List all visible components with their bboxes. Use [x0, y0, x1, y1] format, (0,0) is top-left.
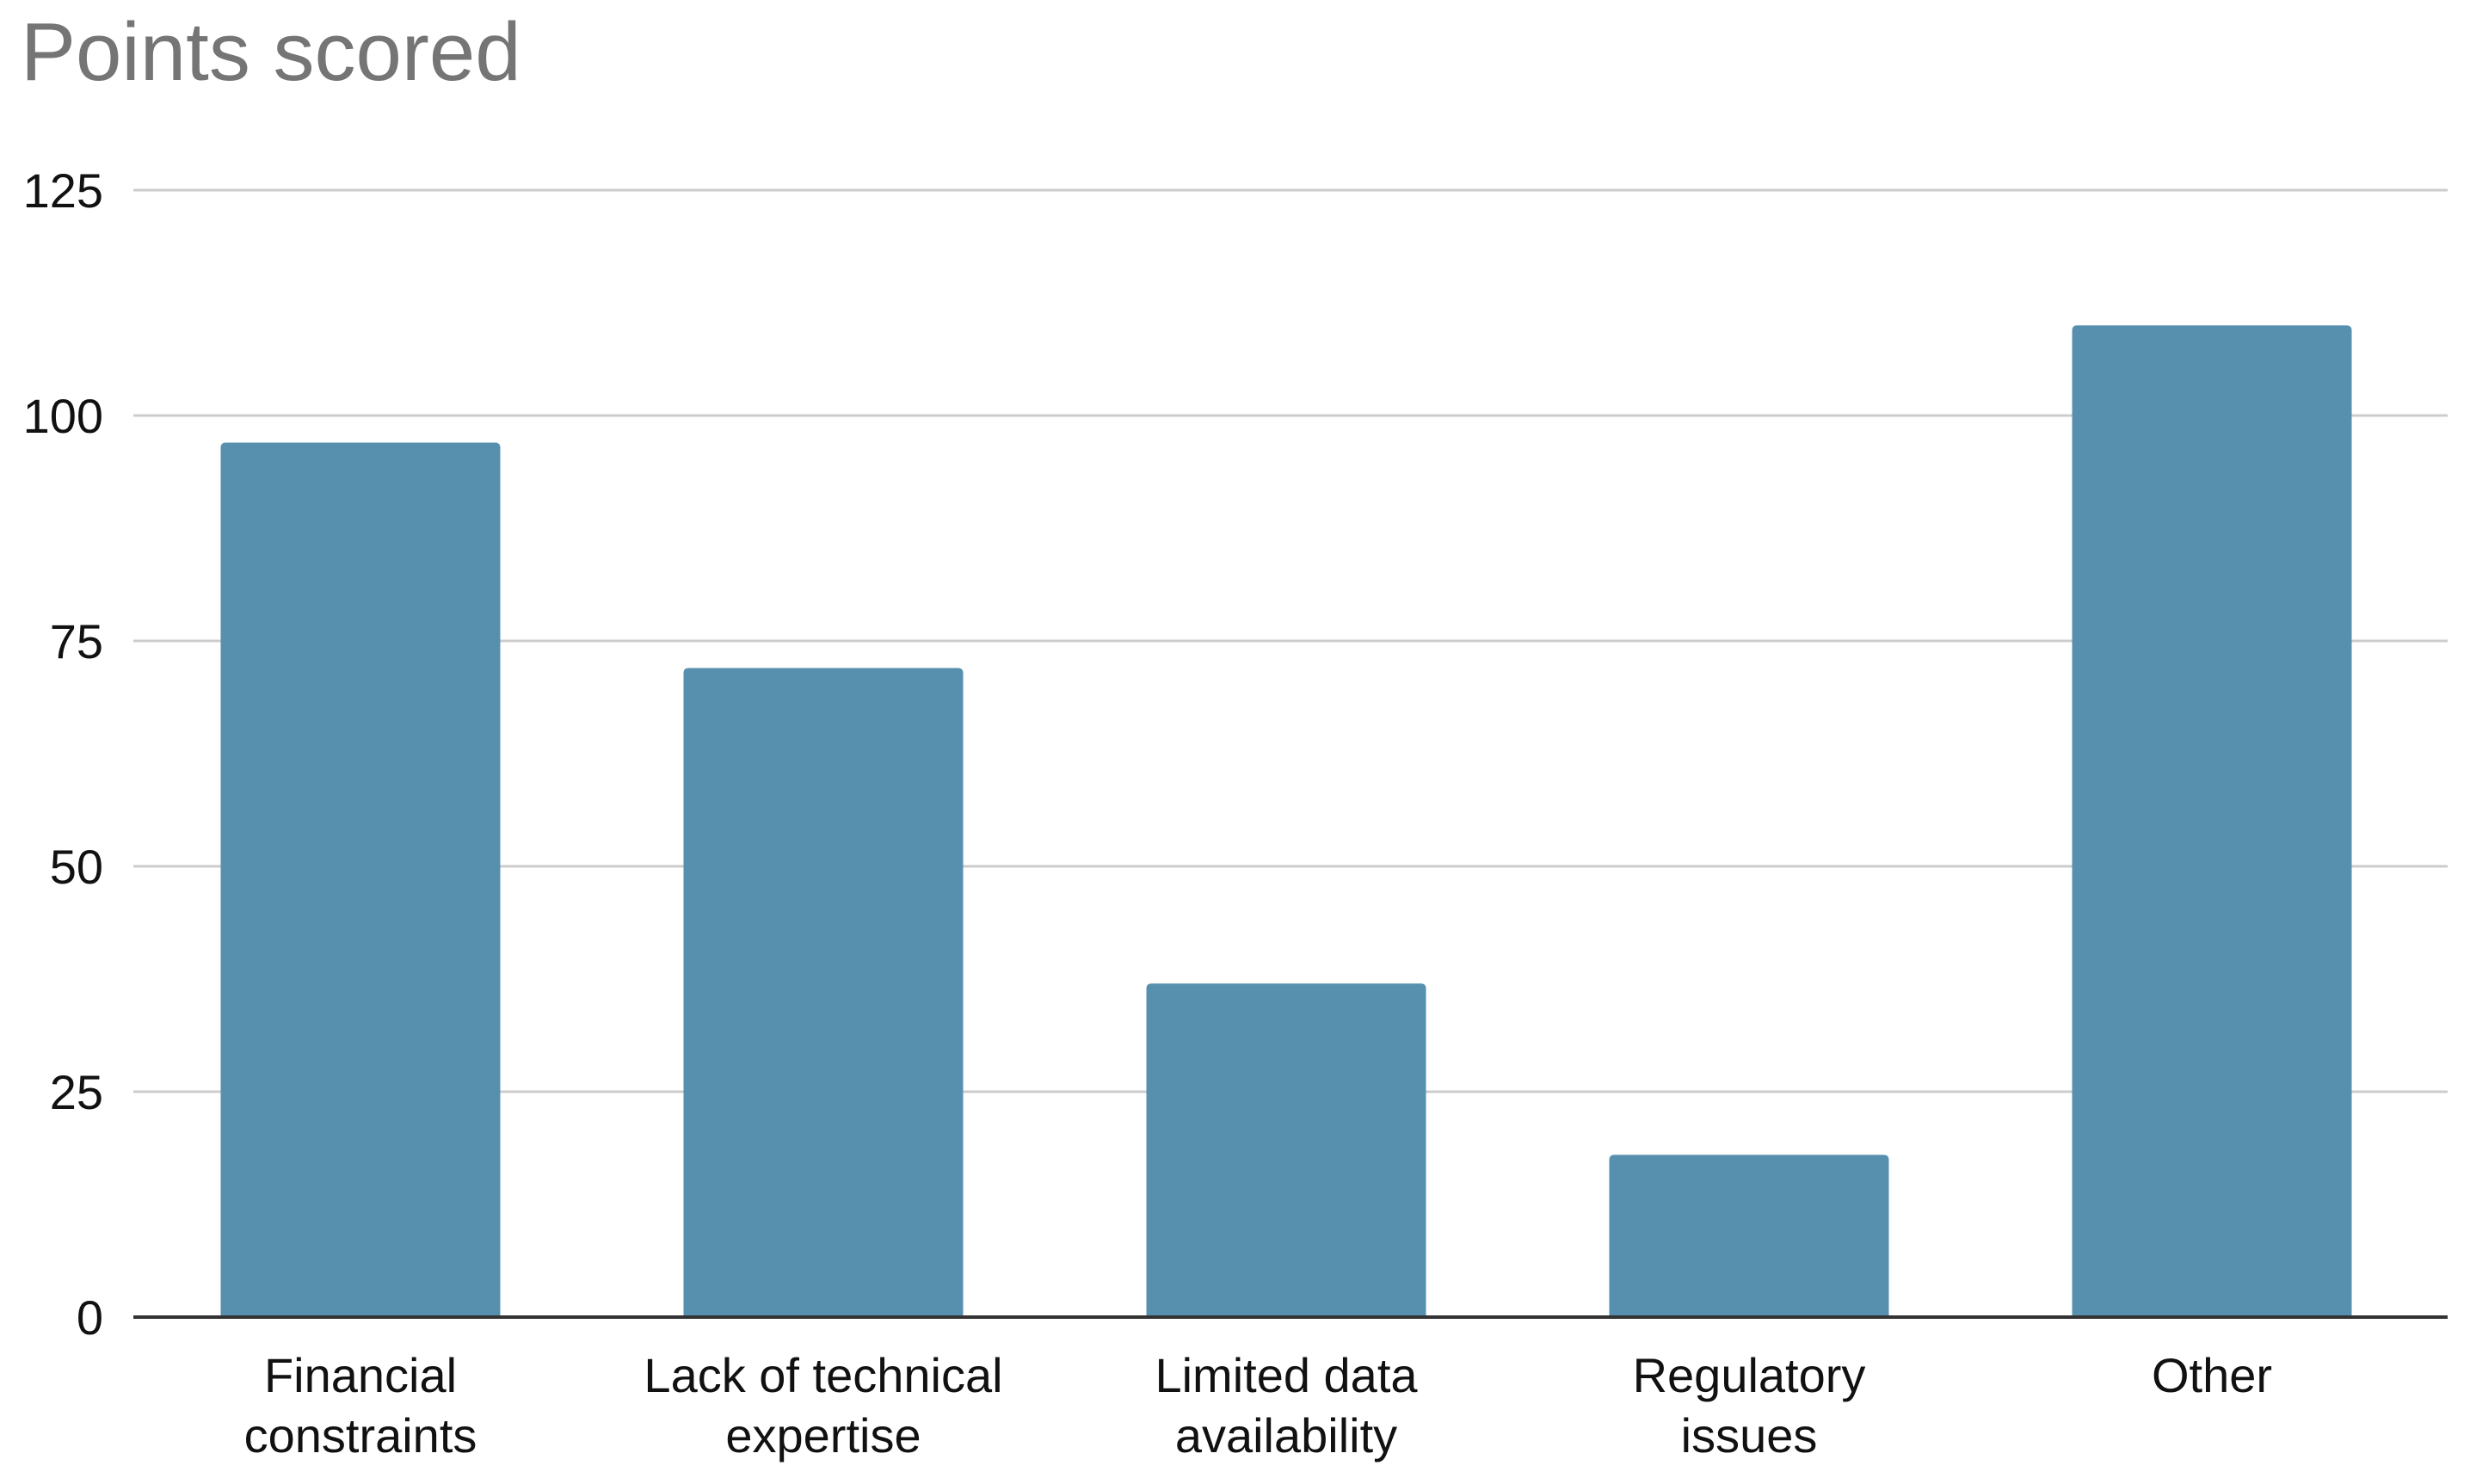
y-axis-tick-labels: 0 25 50 75 100 125 — [23, 163, 103, 1345]
gridlines — [133, 188, 2448, 1093]
x-category-label: Regulatory issues — [1633, 1348, 1866, 1462]
y-tick-label: 100 — [23, 389, 103, 443]
y-tick-label: 25 — [50, 1065, 103, 1119]
bars — [220, 325, 2352, 1318]
x-category-label: Lack of technical expertise — [644, 1348, 1002, 1462]
bar — [1146, 983, 1426, 1317]
x-category-label: Financial constraints — [244, 1348, 477, 1462]
bar — [2072, 325, 2352, 1318]
y-tick-label: 125 — [23, 163, 103, 218]
bar — [683, 668, 964, 1317]
chart-title: Points scored — [21, 6, 521, 98]
x-category-label: Other — [2152, 1348, 2272, 1402]
x-category-label: Limited data availability — [1155, 1348, 1418, 1462]
y-tick-label: 75 — [50, 614, 103, 668]
bar — [220, 442, 501, 1317]
y-tick-label: 0 — [77, 1290, 103, 1345]
bar — [1609, 1155, 1889, 1317]
x-axis-category-labels: Financial constraints Lack of technical exp… — [244, 1348, 2272, 1462]
y-tick-label: 50 — [50, 840, 103, 894]
